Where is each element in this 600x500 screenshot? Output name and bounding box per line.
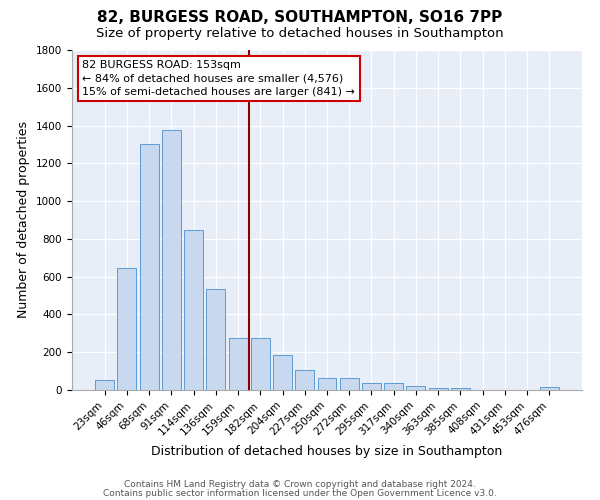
Text: Contains HM Land Registry data © Crown copyright and database right 2024.: Contains HM Land Registry data © Crown c… — [124, 480, 476, 489]
Bar — [429, 388, 448, 390]
Bar — [451, 388, 470, 390]
Bar — [340, 378, 359, 390]
Bar — [162, 130, 181, 390]
Text: 82 BURGESS ROAD: 153sqm
← 84% of detached houses are smaller (4,576)
15% of semi: 82 BURGESS ROAD: 153sqm ← 84% of detache… — [82, 60, 355, 96]
Text: Contains public sector information licensed under the Open Government Licence v3: Contains public sector information licen… — [103, 488, 497, 498]
Bar — [206, 289, 225, 390]
Bar — [229, 338, 248, 390]
Bar — [384, 384, 403, 390]
Y-axis label: Number of detached properties: Number of detached properties — [17, 122, 31, 318]
Bar — [273, 355, 292, 390]
X-axis label: Distribution of detached houses by size in Southampton: Distribution of detached houses by size … — [151, 445, 503, 458]
Bar — [140, 144, 158, 390]
Bar — [540, 387, 559, 390]
Bar — [184, 230, 203, 390]
Text: Size of property relative to detached houses in Southampton: Size of property relative to detached ho… — [96, 28, 504, 40]
Text: 82, BURGESS ROAD, SOUTHAMPTON, SO16 7PP: 82, BURGESS ROAD, SOUTHAMPTON, SO16 7PP — [97, 10, 503, 25]
Bar — [406, 386, 425, 390]
Bar — [295, 370, 314, 390]
Bar — [251, 338, 270, 390]
Bar — [362, 384, 381, 390]
Bar — [317, 378, 337, 390]
Bar — [95, 380, 114, 390]
Bar — [118, 268, 136, 390]
